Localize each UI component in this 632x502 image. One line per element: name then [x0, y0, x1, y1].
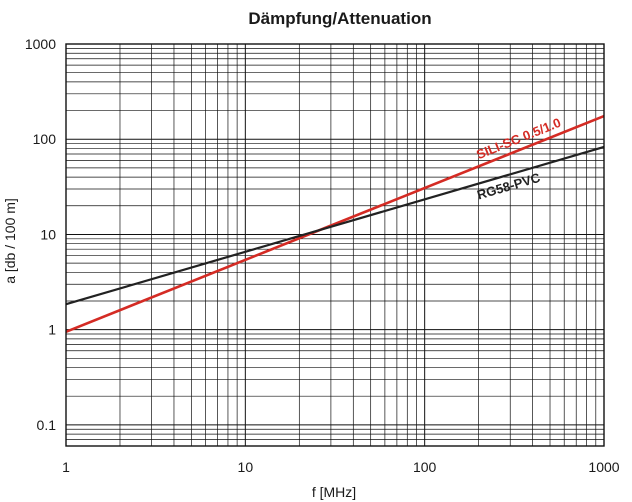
y-axis-label: a [db / 100 m] — [2, 198, 18, 284]
y-tick-label: 10 — [40, 226, 56, 242]
x-tick-label: 1000 — [588, 459, 619, 475]
x-tick-label: 10 — [238, 459, 254, 475]
y-tick-label: 100 — [33, 131, 57, 147]
x-tick-label: 100 — [413, 459, 437, 475]
y-tick-label: 1000 — [25, 36, 56, 52]
series-line — [65, 114, 605, 333]
plot-frame — [65, 43, 605, 447]
series-line — [65, 145, 605, 306]
chart-title: Dämpfung/Attenuation — [248, 9, 431, 28]
tick-labels: 1 10 100 1000 0.1 1 10 100 1000 — [25, 36, 620, 475]
x-tick-label: 1 — [62, 459, 70, 475]
y-tick-label: 1 — [48, 322, 56, 338]
grid — [65, 44, 604, 447]
y-tick-label: 0.1 — [37, 417, 57, 433]
x-axis-label: f [MHz] — [312, 484, 356, 500]
